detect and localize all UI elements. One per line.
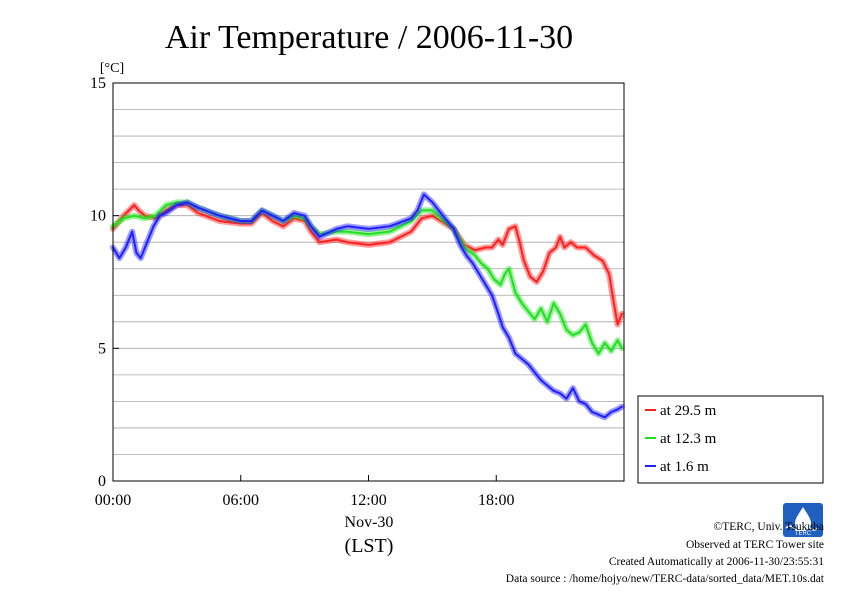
series-1 <box>110 202 625 328</box>
x-tick-labels: 00:00 06:00 12:00 18:00 <box>95 475 514 509</box>
y-tick-label: 0 <box>98 473 106 490</box>
water-drop-icon <box>795 507 811 531</box>
footer-observed: Observed at TERC Tower site <box>685 539 824 551</box>
footer-created: Created Automatically at 2006-11-30/23:5… <box>608 556 824 568</box>
x-tick-label: 00:00 <box>95 492 131 509</box>
series-layer <box>110 191 625 421</box>
wave-icon <box>785 525 819 531</box>
logo-text: TERC <box>795 531 812 537</box>
plot-frame <box>112 82 625 482</box>
y-tick-label: 10 <box>90 208 106 225</box>
series-line <box>112 201 623 355</box>
x-tick-label: 18:00 <box>478 492 514 509</box>
date-label: Nov-30 <box>345 514 394 531</box>
chart-title: Air Temperature / 2006-11-30 <box>165 19 573 56</box>
y-tick-label: 15 <box>90 75 106 92</box>
y-tick-labels: 0 5 10 15 <box>90 75 119 490</box>
legend: at 29.5 m at 12.3 m at 1.6 m <box>645 403 717 475</box>
series-line <box>112 193 623 419</box>
series-line-halo <box>110 199 625 357</box>
y-tick-label: 5 <box>98 340 106 357</box>
grid-lines <box>113 109 624 455</box>
legend-label: at 1.6 m <box>660 459 709 475</box>
legend-label: at 29.5 m <box>660 403 717 419</box>
x-tick-label: 06:00 <box>223 492 259 509</box>
series-3 <box>110 191 625 421</box>
legend-box <box>637 395 824 484</box>
footer-copyright: ©TERC, Univ. Tsukuba <box>713 521 824 533</box>
x-axis-label: (LST) <box>345 535 394 557</box>
series-2 <box>110 199 625 357</box>
series-line <box>112 204 623 326</box>
x-tick-label: 12:00 <box>350 492 386 509</box>
y-axis-unit: [°C] <box>100 61 124 76</box>
footer-source: Data source : /home/hojyo/new/TERC-data/… <box>505 573 824 585</box>
legend-label: at 12.3 m <box>660 431 717 447</box>
terc-logo: TERC <box>783 503 823 537</box>
